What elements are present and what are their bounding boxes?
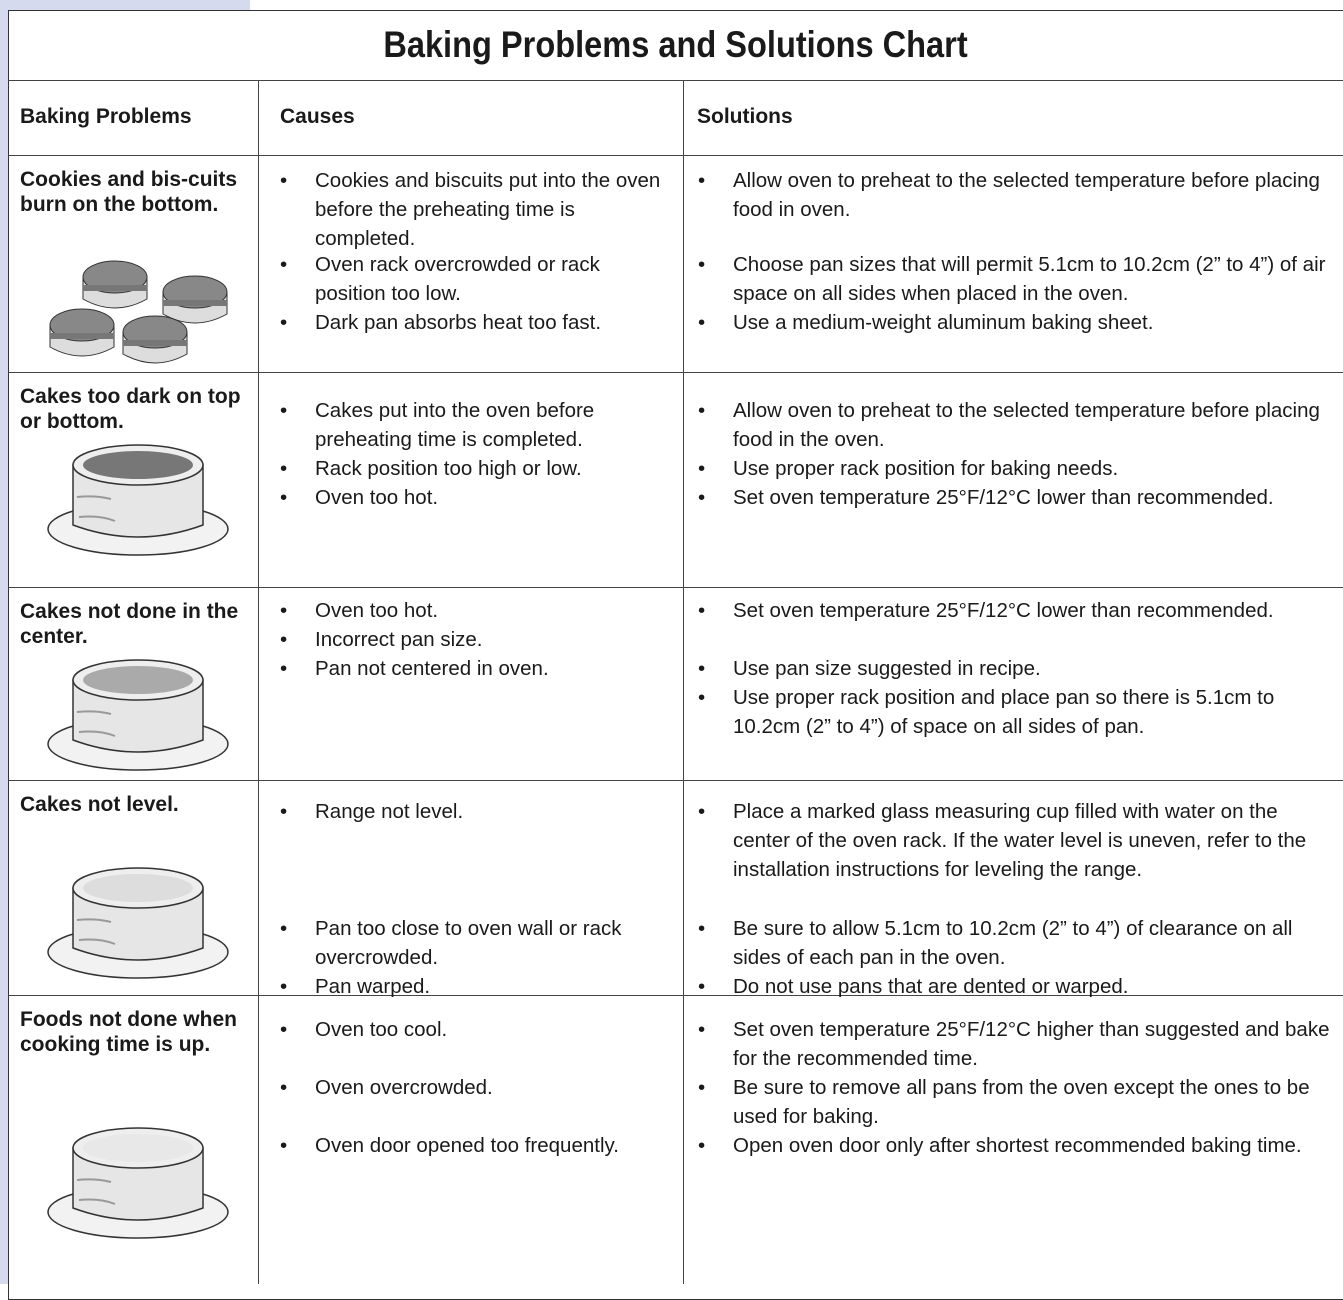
solution-item: Set oven temperature 25°F/12°C lower tha…	[698, 483, 1338, 512]
problem-label: Cookies and bis-cuits burn on the bottom…	[20, 168, 238, 216]
cause-item: Cookies and biscuits put into the oven b…	[280, 166, 675, 253]
solution-item: Use pan size suggested in recipe.	[698, 654, 1338, 683]
solution-item: Allow oven to preheat to the selected te…	[698, 166, 1338, 224]
solution-item: Be sure to remove all pans from the oven…	[698, 1073, 1338, 1131]
solution-item: Use a medium-weight aluminum baking shee…	[698, 308, 1338, 337]
table-title: Baking Problems and Solutions Chart	[383, 24, 968, 65]
cookies-illustration	[49, 260, 228, 364]
cause-item: Oven too hot.	[280, 483, 675, 512]
side-strip	[0, 0, 8, 1284]
solution-item: Allow oven to preheat to the selected te…	[698, 396, 1338, 454]
row-rule	[8, 155, 1343, 156]
side-tab	[0, 0, 250, 10]
cause-item: Oven overcrowded.	[280, 1073, 675, 1102]
cause-item: Pan not centered in oven.	[280, 654, 675, 683]
cause-item: Pan warped.	[280, 972, 675, 1001]
row-rule	[8, 995, 1343, 996]
solution-item: Do not use pans that are dented or warpe…	[698, 972, 1338, 1001]
cause-item: Oven too hot.	[280, 596, 675, 625]
solution-item: Be sure to allow 5.1cm to 10.2cm (2” to …	[698, 914, 1338, 972]
cake-illustration	[47, 867, 229, 979]
row-rule	[8, 372, 1343, 373]
column-header: Solutions	[697, 105, 793, 128]
cake-illustration	[47, 1127, 229, 1239]
solution-item: Use proper rack position and place pan s…	[698, 683, 1338, 741]
solution-item: Use proper rack position for baking need…	[698, 454, 1338, 483]
column-rule	[258, 80, 259, 1284]
cake-illustration	[47, 659, 229, 771]
cake-illustration	[47, 444, 229, 556]
cause-item: Oven rack overcrowded or rack position t…	[280, 250, 675, 308]
cause-item: Range not level.	[280, 797, 675, 826]
cause-item: Dark pan absorbs heat too fast.	[280, 308, 675, 337]
column-header: Baking Problems	[20, 105, 192, 128]
column-rule	[683, 80, 684, 1284]
problem-label: Cakes too dark on top or bottom.	[20, 385, 241, 433]
solution-item: Set oven temperature 25°F/12°C lower tha…	[698, 596, 1338, 625]
solution-item: Set oven temperature 25°F/12°C higher th…	[698, 1015, 1338, 1073]
cause-item: Oven door opened too frequently.	[280, 1131, 675, 1160]
solution-item: Open oven door only after shortest recom…	[698, 1131, 1338, 1160]
column-header: Causes	[280, 105, 355, 128]
cause-item: Pan too close to oven wall or rack overc…	[280, 914, 675, 972]
problem-label: Foods not done when cooking time is up.	[20, 1008, 237, 1056]
problem-label: Cakes not done in the center.	[20, 600, 239, 648]
cause-item: Cakes put into the oven before preheatin…	[280, 396, 675, 454]
cause-item: Oven too cool.	[280, 1015, 675, 1044]
row-rule	[8, 587, 1343, 588]
cause-item: Rack position too high or low.	[280, 454, 675, 483]
problem-label: Cakes not level.	[20, 793, 179, 816]
cause-item: Incorrect pan size.	[280, 625, 675, 654]
row-rule	[8, 780, 1343, 781]
solution-item: Choose pan sizes that will permit 5.1cm …	[698, 250, 1338, 308]
row-rule	[8, 80, 1343, 81]
solution-item: Place a marked glass measuring cup fille…	[698, 797, 1338, 884]
